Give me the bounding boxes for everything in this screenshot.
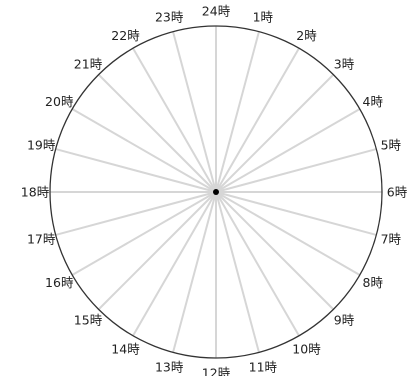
hour-label: 7時	[381, 231, 402, 246]
hour-spoke	[71, 108, 217, 193]
center-dot	[213, 189, 219, 195]
hour-label: 12時	[202, 366, 231, 376]
hour-spoke	[71, 191, 217, 276]
hour-spoke	[172, 191, 217, 353]
hour-label: 4時	[363, 94, 384, 109]
hour-label: 6時	[387, 185, 408, 200]
hour-spoke	[215, 191, 300, 337]
hour-spoke	[172, 31, 217, 193]
hour-spoke	[97, 73, 217, 193]
hour-spoke	[215, 191, 335, 311]
clock-outline-circle	[49, 25, 383, 359]
hour-spoke	[55, 191, 217, 236]
hour-label: 22時	[111, 28, 140, 43]
hour-label: 2時	[296, 28, 317, 43]
hour-label: 9時	[334, 312, 355, 327]
hour-label: 17時	[27, 231, 56, 246]
hour-spoke	[215, 73, 335, 193]
hour-label: 5時	[381, 138, 402, 153]
hour-label: 19時	[27, 138, 56, 153]
hour-spokes	[50, 26, 382, 358]
hour-spoke	[97, 191, 217, 311]
hour-spoke	[215, 191, 260, 353]
hour-spoke	[215, 191, 377, 236]
hour-spoke	[215, 148, 377, 193]
hour-label: 20時	[45, 94, 74, 109]
hour-label: 11時	[249, 359, 278, 374]
hour-label: 3時	[334, 57, 355, 72]
hour-label: 8時	[363, 275, 384, 290]
hour-label: 14時	[111, 341, 140, 356]
hour-label: 21時	[74, 57, 103, 72]
hour-spoke	[215, 108, 361, 193]
hour-labels: 24時 1時 2時 3時 4時 5時 6時 7時 8時 9時 10時 11時 12時 13時 14時 15時 1…	[21, 4, 408, 376]
hour-label: 1時	[253, 10, 274, 25]
hour-label: 13時	[155, 359, 184, 374]
hour-label: 18時	[21, 185, 50, 200]
hour-label: 23時	[155, 10, 184, 25]
hour-spoke	[215, 31, 260, 193]
hour-label: 24時	[202, 4, 231, 19]
hour-spoke	[132, 191, 217, 337]
hour-spoke	[132, 47, 217, 193]
hour-label: 15時	[74, 312, 103, 327]
hour-label: 10時	[292, 341, 321, 356]
hour-spoke	[215, 191, 361, 276]
hour-label: 16時	[45, 275, 74, 290]
hour-spoke	[55, 148, 217, 193]
hour-spoke	[215, 47, 300, 193]
